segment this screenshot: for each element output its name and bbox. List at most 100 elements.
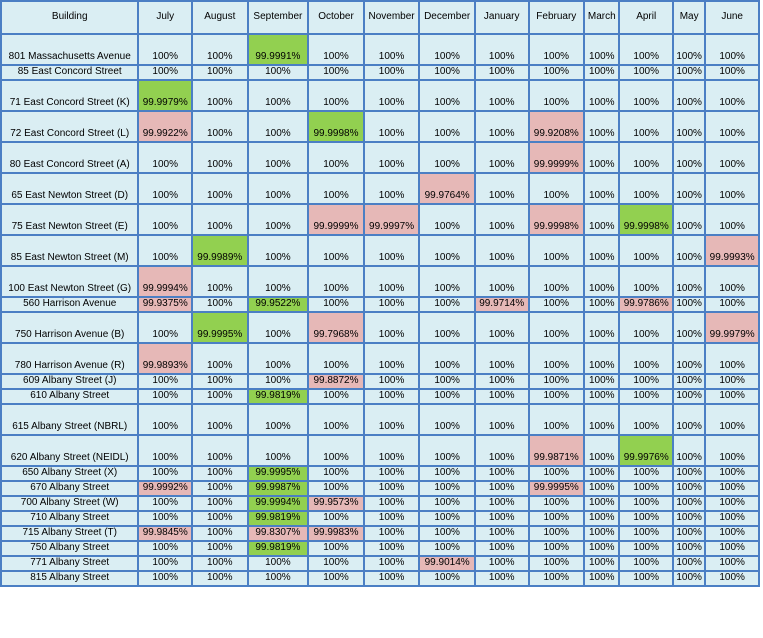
uptime-cell: 100% [704,465,760,482]
uptime-cell: 99.9992% [137,480,193,497]
table-row: 85 East Newton Street (M) 100% 99.9989% 100… [0,234,760,267]
building-name-cell: 609 Albany Street (J) [0,373,140,390]
uptime-cell: 100% [246,203,310,236]
table-row: 771 Albany Street 100% 100% 100% 100% 100% 99.… [0,555,760,572]
uptime-cell: 100% [583,311,621,344]
uptime-cell: 100% [527,388,586,405]
uptime-cell: 100% [418,480,476,497]
uptime-cell: 100% [418,342,476,375]
uptime-cell: 100% [618,172,674,205]
uptime-cell: 100% [246,311,310,344]
uptime-cell: 100% [671,525,707,542]
uptime-cell: 99.9819% [246,540,310,557]
table-row: 75 East Newton Street (E) 100% 100% 100% 99.… [0,203,760,236]
uptime-cell: 100% [618,570,674,587]
uptime-cell: 100% [191,141,249,174]
uptime-cell: 100% [137,510,193,527]
uptime-cell: 100% [473,311,530,344]
uptime-cell: 100% [704,342,760,375]
uptime-cell: 100% [583,525,621,542]
uptime-cell: 100% [191,525,249,542]
uptime-cell: 100% [137,540,193,557]
column-header-september: September [246,0,310,35]
uptime-cell: 100% [307,141,365,174]
uptime-cell: 100% [137,495,193,512]
uptime-cell: 99.9991% [246,33,310,66]
uptime-cell: 100% [473,570,530,587]
uptime-cell: 100% [418,495,476,512]
uptime-cell: 100% [137,33,193,66]
uptime-cell: 100% [362,495,421,512]
table-row: 560 Harrison Avenue 99.9375% 100% 99.9522% 1… [0,296,760,313]
uptime-cell: 100% [583,110,621,143]
uptime-cell: 100% [618,525,674,542]
uptime-cell: 100% [246,570,310,587]
uptime-cell: 100% [704,265,760,298]
uptime-cell: 100% [191,555,249,572]
uptime-cell: 100% [473,172,530,205]
uptime-cell: 100% [137,311,193,344]
uptime-cell: 100% [191,540,249,557]
uptime-cell: 100% [418,296,476,313]
uptime-cell: 100% [307,265,365,298]
uptime-cell: 100% [191,265,249,298]
uptime-cell: 100% [307,510,365,527]
uptime-cell: 100% [583,296,621,313]
uptime-cell: 99.9714% [473,296,530,313]
uptime-cell: 100% [362,480,421,497]
uptime-cell: 100% [618,79,674,112]
uptime-cell: 100% [583,480,621,497]
uptime-cell: 100% [671,265,707,298]
uptime-cell: 100% [362,64,421,81]
column-header-april: April [618,0,674,35]
uptime-cell: 99.9845% [137,525,193,542]
uptime-cell: 100% [671,540,707,557]
uptime-cell: 100% [671,465,707,482]
column-header-august: August [191,0,249,35]
uptime-cell: 100% [191,403,249,436]
uptime-cell: 100% [618,64,674,81]
uptime-cell: 100% [246,234,310,267]
uptime-cell: 100% [704,403,760,436]
uptime-cell: 100% [704,33,760,66]
uptime-cell: 100% [671,296,707,313]
uptime-cell: 100% [618,495,674,512]
uptime-cell: 100% [191,388,249,405]
uptime-cell: 100% [527,495,586,512]
building-name-cell: 700 Albany Street (W) [0,495,140,512]
uptime-cell: 99.9819% [246,388,310,405]
table-row: 615 Albany Street (NBRL) 100% 100% 100% 100%… [0,403,760,436]
uptime-cell: 100% [362,172,421,205]
uptime-cell: 100% [191,33,249,66]
uptime-cell: 99.9573% [307,495,365,512]
uptime-cell: 100% [418,403,476,436]
uptime-cell: 99.9375% [137,296,193,313]
uptime-cell: 100% [362,570,421,587]
uptime-cell: 100% [137,388,193,405]
uptime-cell: 99.9995% [246,465,310,482]
uptime-cell: 100% [307,570,365,587]
uptime-cell: 99.9522% [246,296,310,313]
uptime-cell: 100% [246,79,310,112]
uptime-cell: 100% [137,570,193,587]
uptime-cell: 100% [418,525,476,542]
uptime-cell: 100% [362,525,421,542]
uptime-cell: 100% [473,203,530,236]
uptime-cell: 100% [191,64,249,81]
uptime-cell: 100% [191,342,249,375]
uptime-cell: 100% [527,570,586,587]
uptime-cell: 100% [704,555,760,572]
uptime-cell: 100% [246,172,310,205]
uptime-cell: 100% [473,342,530,375]
table-row: 780 Harrison Avenue (R) 99.9893% 100% 100% 1… [0,342,760,375]
building-name-cell: 620 Albany Street (NEIDL) [0,434,140,467]
uptime-cell: 100% [618,388,674,405]
uptime-cell: 100% [618,510,674,527]
table-row: 609 Albany Street (J) 100% 100% 100% 99.8872… [0,373,760,390]
table-row: 620 Albany Street (NEIDL) 100% 100% 100% 100… [0,434,760,467]
table-row: 815 Albany Street 100% 100% 100% 100% 100% 100… [0,570,760,587]
uptime-cell: 100% [362,234,421,267]
uptime-cell: 100% [473,388,530,405]
uptime-cell: 99.9997% [362,203,421,236]
uptime-cell: 100% [246,434,310,467]
